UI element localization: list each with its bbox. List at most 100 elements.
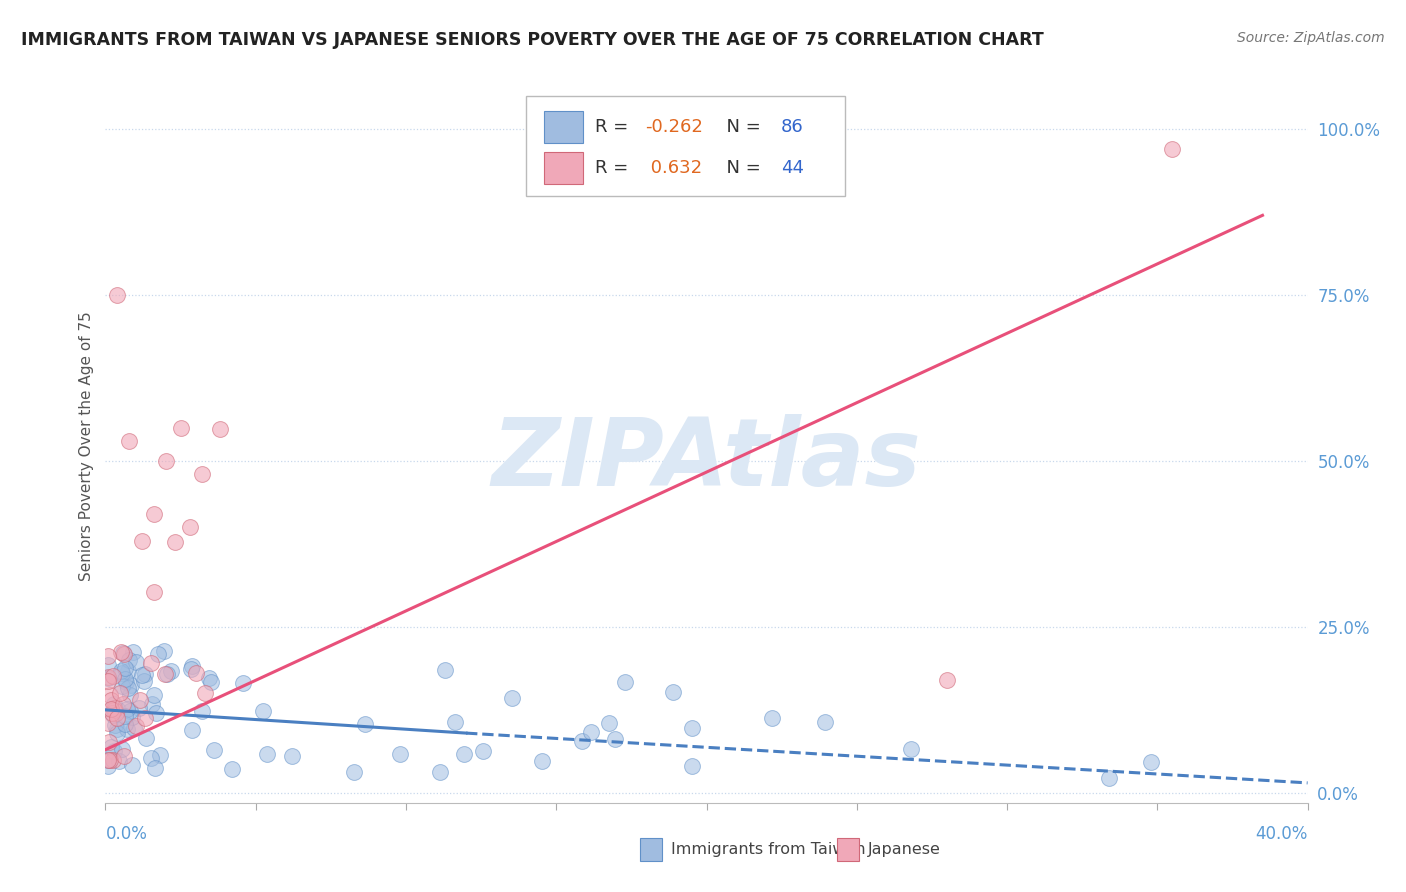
- Point: [131, 533, 153, 548]
- Point: [353, 717, 375, 731]
- Point: [97, 753, 120, 767]
- Point: [181, 658, 204, 673]
- Point: [156, 667, 179, 681]
- Point: [117, 681, 139, 695]
- Text: R =: R =: [595, 159, 634, 177]
- Point: [97, 674, 120, 689]
- Point: [118, 653, 141, 667]
- Point: [114, 716, 136, 731]
- Point: [114, 661, 136, 675]
- Point: [200, 674, 222, 689]
- Point: [111, 646, 134, 660]
- Point: [184, 666, 207, 681]
- Point: [131, 668, 153, 682]
- Point: [165, 534, 187, 549]
- Point: [121, 709, 143, 723]
- Point: [101, 708, 124, 723]
- Point: [135, 731, 157, 746]
- Point: [115, 702, 138, 716]
- Point: [900, 742, 922, 756]
- Point: [105, 711, 128, 725]
- Point: [103, 669, 125, 683]
- Text: 0.632: 0.632: [645, 159, 703, 177]
- Point: [110, 645, 132, 659]
- Text: 44: 44: [782, 159, 804, 177]
- Point: [97, 670, 120, 684]
- Point: [453, 747, 475, 762]
- Point: [114, 709, 136, 723]
- Point: [122, 721, 145, 735]
- Point: [191, 704, 214, 718]
- Point: [104, 718, 127, 732]
- Point: [103, 700, 125, 714]
- Text: 86: 86: [782, 118, 804, 136]
- Point: [343, 764, 366, 779]
- Point: [111, 679, 134, 693]
- Point: [108, 755, 131, 769]
- Point: [107, 288, 129, 302]
- Point: [530, 754, 553, 768]
- Point: [122, 645, 145, 659]
- Point: [429, 764, 451, 779]
- Text: 40.0%: 40.0%: [1256, 825, 1308, 843]
- Point: [142, 585, 165, 599]
- Point: [139, 656, 162, 670]
- Point: [97, 657, 120, 672]
- Point: [1098, 771, 1121, 785]
- Point: [155, 666, 177, 681]
- Point: [97, 753, 120, 767]
- Point: [98, 753, 121, 767]
- Text: N =: N =: [714, 118, 766, 136]
- Point: [148, 647, 170, 661]
- Point: [115, 723, 138, 737]
- Point: [110, 664, 132, 678]
- Point: [681, 758, 703, 772]
- Point: [105, 706, 128, 721]
- Point: [101, 706, 124, 721]
- Text: Source: ZipAtlas.com: Source: ZipAtlas.com: [1237, 31, 1385, 45]
- Point: [160, 664, 183, 678]
- Point: [112, 749, 135, 764]
- Point: [128, 692, 150, 706]
- Point: [100, 702, 122, 716]
- Point: [208, 422, 231, 436]
- Point: [134, 666, 156, 681]
- Point: [252, 704, 274, 718]
- Point: [761, 711, 783, 725]
- Point: [444, 714, 467, 729]
- Point: [111, 666, 134, 681]
- Point: [97, 649, 120, 664]
- Point: [145, 706, 167, 720]
- Text: Japanese: Japanese: [868, 842, 941, 856]
- Point: [101, 753, 124, 767]
- Point: [132, 673, 155, 688]
- Point: [814, 714, 837, 729]
- Point: [128, 701, 150, 715]
- Point: [155, 454, 177, 468]
- Point: [120, 678, 142, 692]
- Point: [180, 662, 202, 676]
- Point: [98, 688, 121, 702]
- Point: [149, 748, 172, 763]
- Point: [433, 663, 456, 677]
- Point: [936, 673, 959, 687]
- Text: Immigrants from Taiwan: Immigrants from Taiwan: [671, 842, 865, 856]
- Point: [281, 749, 304, 764]
- Point: [613, 674, 636, 689]
- Point: [232, 676, 254, 690]
- Point: [103, 744, 125, 758]
- Point: [143, 688, 166, 702]
- Point: [111, 698, 134, 712]
- Point: [141, 751, 163, 765]
- FancyBboxPatch shape: [526, 96, 845, 196]
- Point: [662, 685, 685, 699]
- Text: ZIPAtlas: ZIPAtlas: [492, 414, 921, 507]
- Point: [103, 704, 125, 718]
- Point: [141, 697, 163, 711]
- Point: [110, 685, 132, 699]
- Point: [181, 723, 204, 738]
- FancyBboxPatch shape: [544, 111, 582, 143]
- Point: [112, 647, 135, 661]
- Point: [103, 697, 125, 711]
- Text: 0.0%: 0.0%: [105, 825, 148, 843]
